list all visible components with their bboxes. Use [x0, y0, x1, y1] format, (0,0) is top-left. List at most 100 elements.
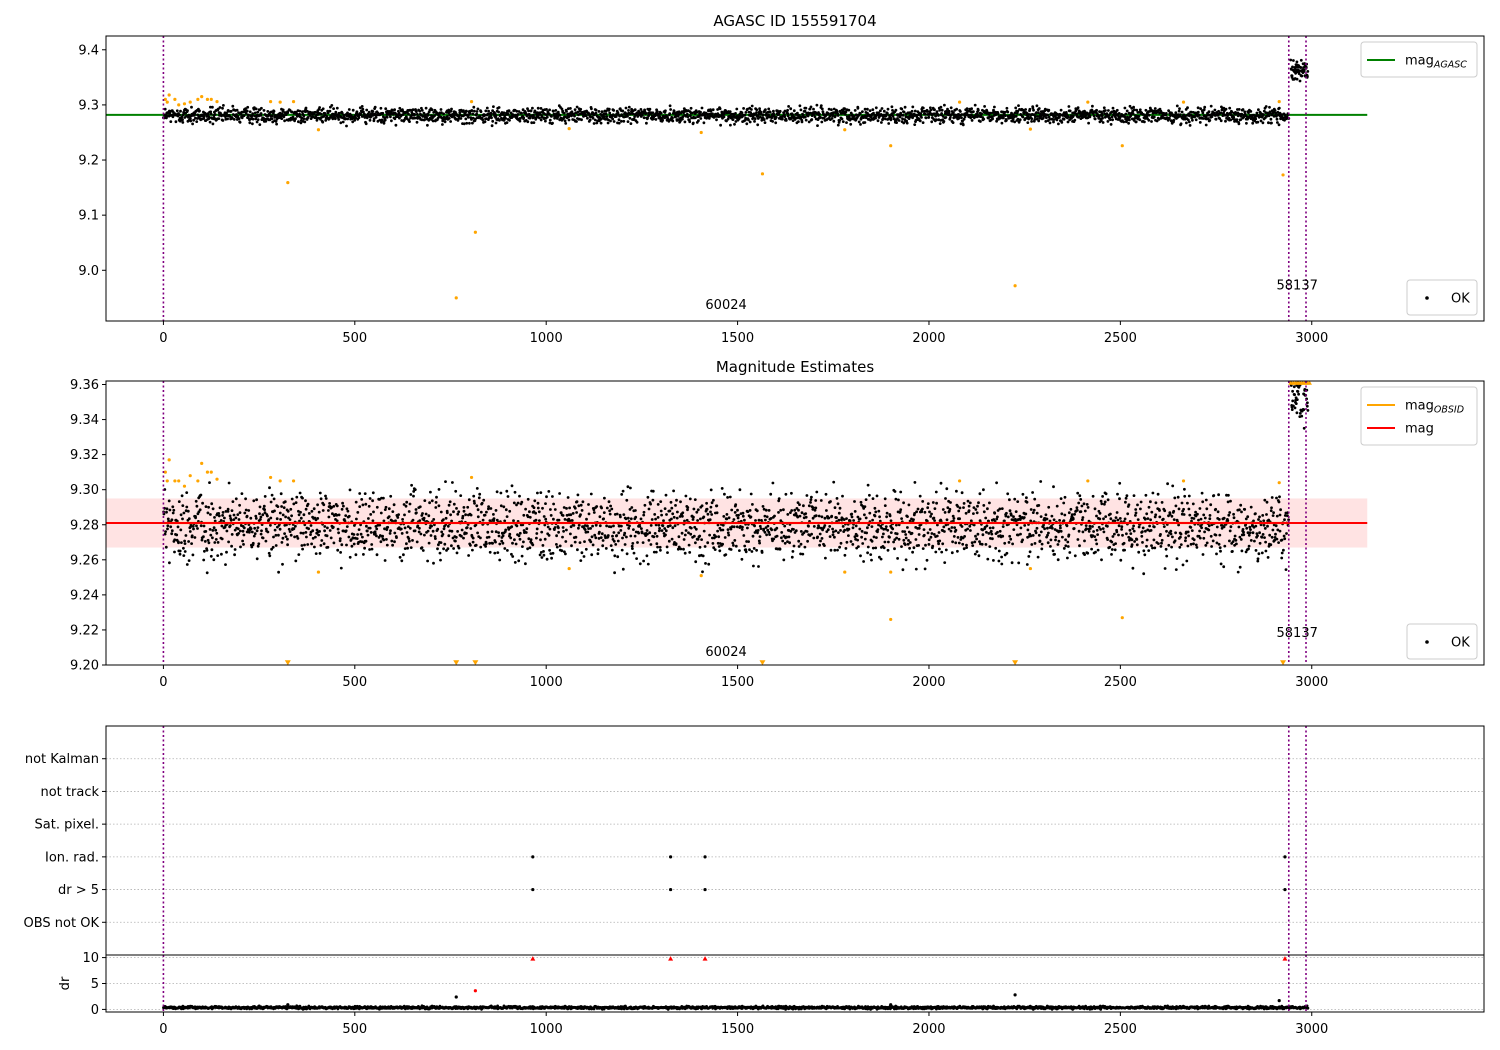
data-point [692, 515, 695, 519]
data-point [606, 534, 610, 537]
points-series [163, 93, 1285, 300]
data-point [642, 513, 646, 517]
data-point [457, 510, 461, 514]
data-point [742, 534, 746, 537]
data-point [1017, 104, 1020, 107]
data-point [252, 534, 256, 538]
data-point [452, 502, 456, 506]
data-point [1057, 122, 1060, 126]
data-point [207, 541, 211, 545]
data-point [1249, 110, 1253, 113]
data-point [181, 517, 184, 521]
data-point [447, 503, 451, 507]
data-point [786, 513, 790, 516]
data-point [1006, 110, 1010, 114]
data-point [286, 181, 290, 185]
data-point [913, 109, 917, 113]
data-point [989, 111, 993, 115]
data-point [460, 534, 463, 538]
data-point [612, 120, 616, 123]
data-point [524, 562, 527, 566]
data-point [1229, 118, 1233, 122]
data-point [603, 496, 606, 500]
data-point [526, 107, 529, 110]
data-point [1102, 106, 1106, 110]
data-point [1040, 547, 1044, 551]
data-point [827, 107, 831, 111]
data-point [906, 515, 909, 518]
data-point [847, 527, 851, 531]
data-point [1060, 512, 1064, 516]
data-point [534, 518, 538, 522]
plot-area [106, 36, 1368, 321]
data-point [856, 538, 859, 542]
data-point [202, 115, 206, 118]
data-point [173, 550, 176, 554]
data-point [873, 514, 877, 518]
data-point [1245, 121, 1248, 125]
data-point [1255, 111, 1259, 115]
data-point [165, 100, 169, 104]
data-point [248, 110, 252, 114]
data-point [871, 108, 875, 111]
data-point [203, 549, 206, 553]
data-point [1267, 114, 1271, 118]
ok-points-series [162, 58, 1310, 128]
data-point [654, 523, 658, 527]
data-point [1040, 542, 1044, 546]
data-point [583, 524, 587, 527]
data-point [373, 532, 377, 536]
data-point [645, 554, 649, 558]
data-point [970, 119, 974, 122]
data-point [217, 512, 221, 515]
data-point [1030, 120, 1033, 123]
data-point [966, 527, 969, 531]
data-point [992, 108, 995, 112]
data-point [473, 501, 476, 505]
data-point [332, 541, 336, 545]
data-point [398, 555, 402, 559]
data-point [853, 510, 857, 513]
data-point [243, 511, 247, 515]
data-point [404, 115, 408, 118]
data-point [1025, 563, 1029, 566]
data-point [1256, 120, 1260, 124]
data-point [681, 117, 684, 121]
data-point [651, 498, 655, 502]
data-point [286, 537, 289, 541]
data-point [463, 113, 467, 117]
data-point [786, 108, 789, 112]
data-point [608, 512, 612, 516]
data-point [912, 546, 916, 550]
data-point [755, 111, 758, 114]
data-point [517, 559, 521, 563]
data-point [946, 506, 950, 510]
data-point [406, 525, 410, 528]
data-point [1207, 110, 1211, 114]
data-point [883, 540, 887, 544]
data-point [621, 109, 625, 113]
data-point [955, 489, 958, 493]
data-point [426, 123, 429, 127]
data-point [962, 547, 966, 551]
data-point [880, 107, 884, 110]
data-point [689, 526, 693, 530]
data-point [263, 495, 267, 498]
data-point [198, 508, 202, 512]
data-point [346, 509, 350, 513]
data-point [269, 523, 272, 527]
data-point [217, 117, 221, 120]
data-point [323, 525, 327, 528]
data-point [950, 551, 954, 555]
data-point [974, 508, 978, 511]
data-point [884, 525, 888, 528]
data-point [458, 111, 462, 115]
data-point [552, 517, 555, 521]
data-point [545, 115, 549, 119]
data-point [664, 109, 667, 113]
data-point [875, 113, 879, 117]
data-point [610, 507, 614, 511]
data-point [362, 553, 365, 556]
data-point [670, 517, 673, 521]
data-point [722, 112, 726, 116]
